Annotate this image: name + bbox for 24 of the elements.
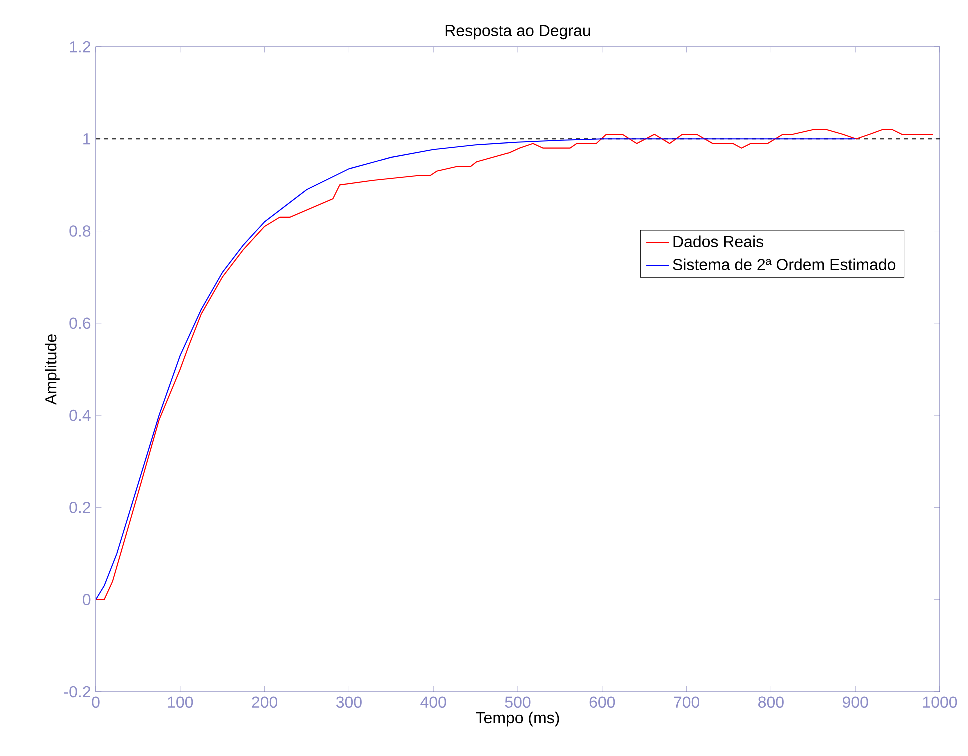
y-axis-title: Amplitude (45, 334, 60, 406)
y-tick-label: -0.2 (64, 686, 90, 698)
x-axis-title: Tempo (ms) (476, 712, 560, 727)
x-tick-label: 700 (674, 696, 700, 708)
x-tick-label: 100 (168, 696, 194, 708)
x-tick-label: 800 (758, 696, 784, 708)
x-tick-label: 300 (336, 696, 362, 708)
x-tick-label: 400 (420, 696, 446, 708)
y-tick-label: 0.2 (70, 502, 90, 514)
x-tick-label: 200 (252, 696, 278, 708)
x-tick-label: 500 (505, 696, 531, 708)
y-tick-label: 0.6 (70, 318, 91, 330)
y-tick-label: 0 (83, 594, 91, 606)
x-tick-label: 600 (590, 696, 616, 708)
x-tick-label: 0 (92, 696, 100, 708)
y-tick-label: 0.4 (70, 410, 91, 422)
y-tick-label: 1.2 (70, 41, 90, 53)
legend-label: Sistema de 2ª Ordem Estimado (673, 258, 896, 270)
y-tick-label: 0.8 (70, 226, 91, 237)
legend-label: Dados Reais (674, 236, 764, 248)
x-tick-label: 900 (843, 696, 868, 708)
y-tick-label: 1 (84, 134, 91, 145)
x-tick-label: 1000 (923, 696, 958, 708)
chart-title: Resposta ao Degrau (446, 25, 590, 40)
